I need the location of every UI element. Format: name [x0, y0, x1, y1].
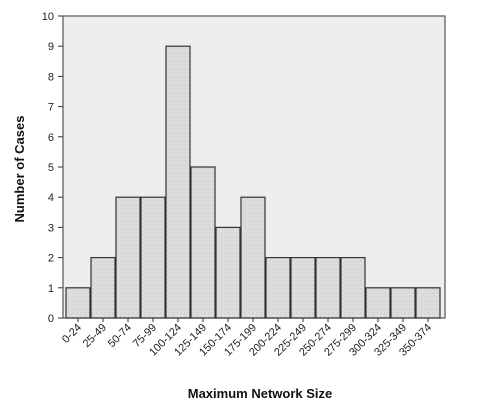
y-tick-label: 10	[42, 11, 54, 23]
bar-25-49	[90, 257, 116, 319]
x-tick-label: 50-74	[106, 322, 134, 350]
y-tick-label: 0	[48, 313, 54, 325]
bar-125-149	[190, 166, 216, 319]
y-tick-label: 9	[48, 41, 54, 53]
y-tick-label: 7	[48, 102, 54, 114]
x-tick-label: 25-49	[81, 322, 109, 350]
y-tick-label: 6	[48, 132, 54, 144]
y-tick-label: 8	[48, 71, 54, 83]
y-tick-label: 3	[48, 222, 54, 234]
bar-175-199	[240, 196, 266, 319]
bar-50-74	[115, 196, 141, 319]
bar-100-124	[165, 45, 191, 319]
x-axis-title: Maximum Network Size	[188, 386, 333, 401]
y-tick-label: 2	[48, 253, 54, 265]
y-tick-label: 5	[48, 162, 54, 174]
bar-200-224	[265, 257, 291, 319]
bar-250-274	[315, 257, 341, 319]
bar-275-299	[340, 257, 366, 319]
bar-325-349	[390, 287, 416, 319]
bar-75-99	[140, 196, 166, 319]
bar-225-249	[290, 257, 316, 319]
bars-group	[65, 45, 441, 319]
y-axis: 0 1 2 3 4 5 6 7 8 9 10	[42, 11, 63, 325]
bar-150-174	[215, 226, 241, 319]
y-tick-label: 1	[48, 283, 54, 295]
x-axis: 0-2425-4950-7475-99100-124125-149150-174…	[60, 318, 434, 359]
bar-300-324	[365, 287, 391, 319]
y-axis-title: Number of Cases	[12, 116, 27, 223]
y-tick-label: 4	[48, 192, 54, 204]
bar-0-24	[65, 287, 91, 319]
bar-350-374	[415, 287, 441, 319]
